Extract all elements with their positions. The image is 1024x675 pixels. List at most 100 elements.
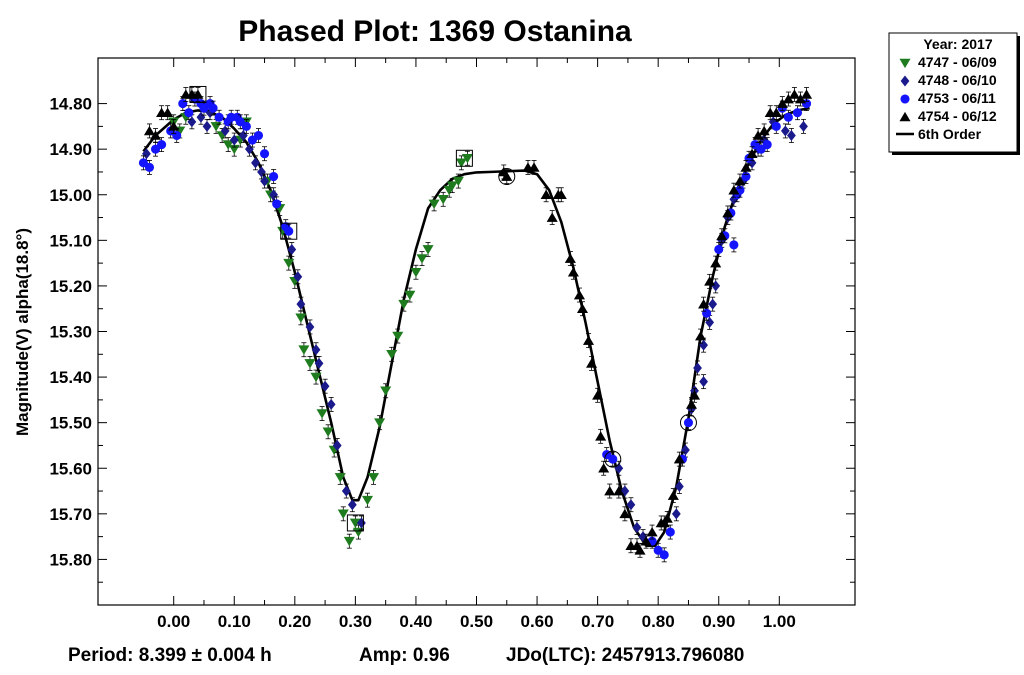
data-point xyxy=(326,398,336,410)
data-point xyxy=(632,522,642,533)
chart-title: Phased Plot: 1369 Ostanina xyxy=(238,15,632,48)
data-point xyxy=(788,89,800,99)
data-point xyxy=(337,509,349,519)
data-point xyxy=(168,121,180,131)
data-point xyxy=(794,93,807,104)
data-point xyxy=(304,359,316,369)
data-point xyxy=(222,140,234,150)
y-tick-label: 15.80 xyxy=(49,550,92,569)
data-point xyxy=(416,254,428,264)
data-point xyxy=(640,536,652,546)
data-point xyxy=(598,463,610,473)
data-point xyxy=(671,508,681,520)
data-point xyxy=(241,121,251,131)
data-point xyxy=(320,380,330,392)
data-point xyxy=(683,418,694,428)
data-point xyxy=(184,108,194,118)
data-point xyxy=(380,386,392,396)
y-tick-label: 15.40 xyxy=(49,368,92,387)
data-point xyxy=(783,112,793,122)
data-point xyxy=(667,490,679,500)
legend-marker xyxy=(899,58,911,69)
data-point xyxy=(144,162,155,172)
data-point xyxy=(269,171,279,182)
data-point xyxy=(555,189,567,200)
data-point xyxy=(674,481,684,492)
data-point xyxy=(293,271,303,283)
highlight-square xyxy=(346,514,364,532)
data-point xyxy=(716,230,728,241)
data-point xyxy=(143,125,156,136)
data-point xyxy=(404,290,416,301)
data-point xyxy=(298,345,310,355)
data-point xyxy=(756,144,766,154)
data-point xyxy=(461,153,473,164)
data-point xyxy=(253,130,264,141)
data-point xyxy=(150,130,162,140)
data-point xyxy=(368,473,380,483)
data-point xyxy=(573,289,585,300)
footer-period: Period: 8.399 ± 0.004 h xyxy=(68,645,272,666)
data-point xyxy=(452,176,464,187)
legend-item-label: 4748 - 06/10 xyxy=(918,72,997,88)
data-point xyxy=(714,244,724,254)
data-point xyxy=(361,495,374,506)
data-point xyxy=(392,331,404,342)
y-tick-label: 15.50 xyxy=(49,414,92,433)
data-point xyxy=(634,545,646,555)
data-point xyxy=(626,499,636,511)
data-point xyxy=(283,258,295,269)
data-point xyxy=(455,158,467,168)
data-point xyxy=(322,427,334,437)
data-point xyxy=(762,140,772,150)
data-point xyxy=(347,499,357,511)
data-point xyxy=(564,253,576,263)
data-point xyxy=(746,148,758,159)
data-point xyxy=(422,245,434,255)
data-point xyxy=(310,372,322,383)
data-point xyxy=(695,330,707,341)
data-point xyxy=(659,550,669,560)
data-point xyxy=(284,226,294,236)
data-point xyxy=(782,93,794,104)
data-point xyxy=(661,513,673,523)
legend-fit-label: 6th Order xyxy=(918,126,982,142)
data-point xyxy=(608,454,618,464)
data-point xyxy=(776,98,788,108)
data-point xyxy=(728,185,740,195)
data-point xyxy=(604,485,616,496)
x-tick-label: 1.00 xyxy=(763,612,796,631)
data-point xyxy=(801,89,813,99)
data-point xyxy=(398,299,410,310)
x-tick-label: 0.80 xyxy=(642,612,675,631)
legend-item-label: 4747 - 06/09 xyxy=(918,54,997,70)
data-point xyxy=(595,431,607,441)
data-point xyxy=(592,390,604,400)
x-tick-label: 0.30 xyxy=(339,612,372,631)
data-point xyxy=(272,199,282,209)
data-point xyxy=(771,121,781,131)
legend-title: Year: 2017 xyxy=(923,36,992,52)
data-point xyxy=(311,344,321,356)
data-point xyxy=(567,267,579,277)
data-point xyxy=(673,454,685,464)
data-point xyxy=(658,517,670,528)
x-tick-label: 0.60 xyxy=(521,612,554,631)
x-tick-label: 0.50 xyxy=(460,612,493,631)
data-point xyxy=(202,120,212,132)
data-point xyxy=(428,199,440,209)
data-point xyxy=(583,335,595,345)
data-point xyxy=(546,212,558,222)
data-point xyxy=(295,313,307,323)
plot-frame xyxy=(97,57,856,606)
highlight-circle xyxy=(679,414,697,432)
data-point xyxy=(259,149,270,159)
legend-box xyxy=(888,32,1018,153)
data-point xyxy=(287,243,297,255)
data-point xyxy=(693,362,702,374)
legend-item-label: 4754 - 06/12 xyxy=(918,108,997,124)
data-point xyxy=(685,399,698,409)
data-point xyxy=(734,175,746,186)
data-point xyxy=(199,103,209,113)
data-point xyxy=(446,181,458,191)
